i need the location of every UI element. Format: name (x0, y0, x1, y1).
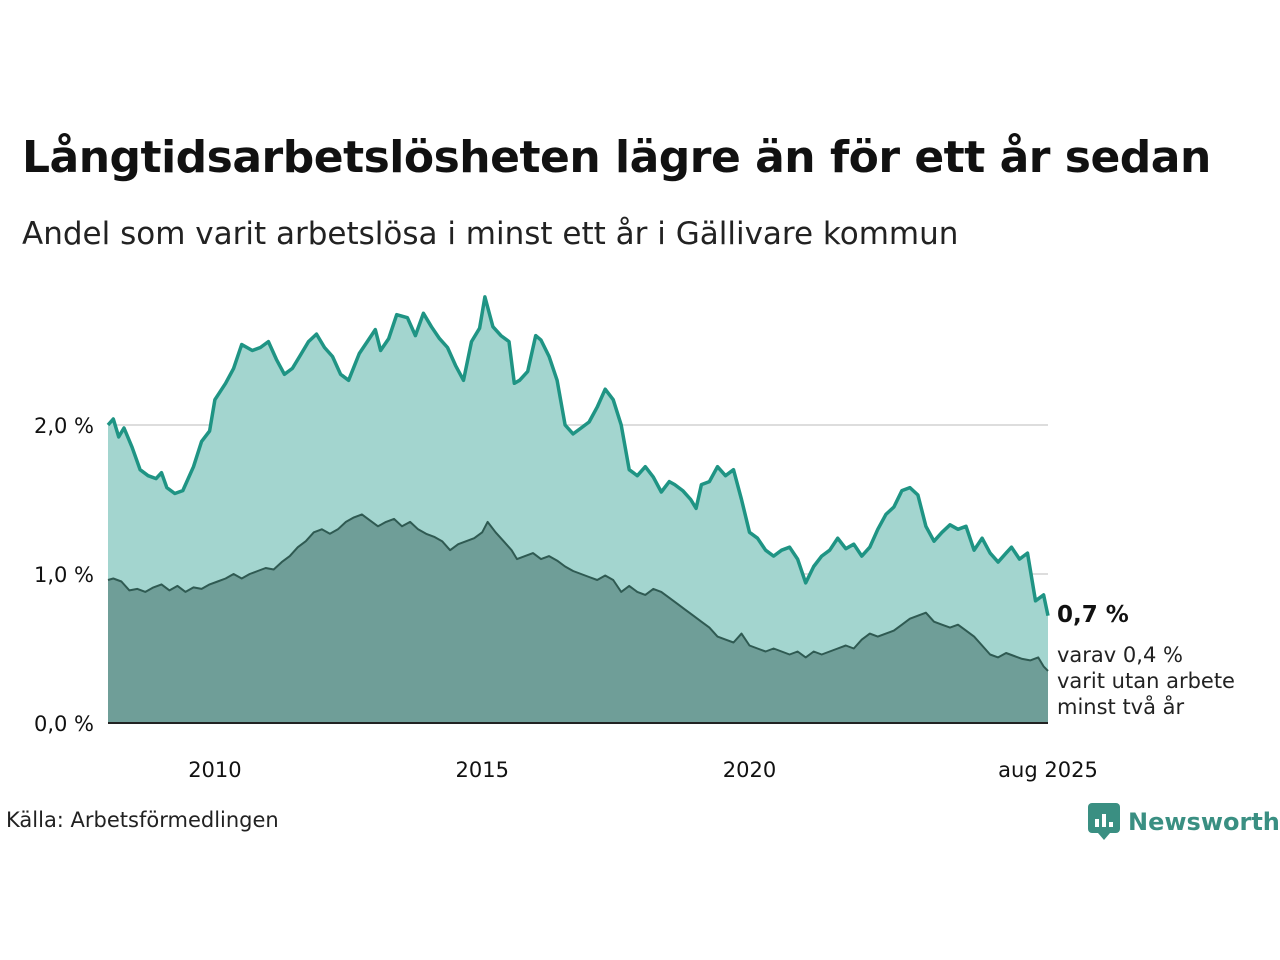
annotation-value: 0,7 % (1057, 602, 1129, 628)
brand-name: Newsworthy (1128, 808, 1280, 836)
axes: 0,0 % 1,0 % 2,0 % 2010 2015 2020 aug 202… (34, 414, 1098, 782)
area-two-year (108, 514, 1048, 723)
line-one-year (106, 295, 1050, 617)
area-series (106, 295, 1050, 724)
y-tick-label: 1,0 % (34, 563, 94, 587)
x-tick-label: 2010 (188, 758, 241, 782)
newsworthy-brand[interactable]: Newsworthy (1088, 802, 1280, 842)
line-two-year (107, 513, 1049, 672)
x-tick-label: aug 2025 (998, 758, 1098, 782)
end-annotation: 0,7 % varav 0,4 % varit utan arbete mins… (1057, 602, 1235, 719)
x-tick-label: 2020 (723, 758, 776, 782)
chart-title: Långtidsarbetslösheten lägre än för ett … (22, 132, 1211, 183)
y-tick-label: 0,0 % (34, 712, 94, 736)
y-tick-label: 2,0 % (34, 414, 94, 438)
x-tick-label: 2015 (455, 758, 508, 782)
annotation-line: minst två år (1057, 694, 1185, 719)
annotation-line: varav 0,4 % (1057, 643, 1183, 667)
source-note: Källa: Arbetsförmedlingen (6, 808, 279, 832)
newsworthy-logo-icon (1088, 803, 1120, 840)
chart-subtitle: Andel som varit arbetslösa i minst ett å… (22, 216, 959, 252)
annotation-line: varit utan arbete (1057, 669, 1235, 693)
